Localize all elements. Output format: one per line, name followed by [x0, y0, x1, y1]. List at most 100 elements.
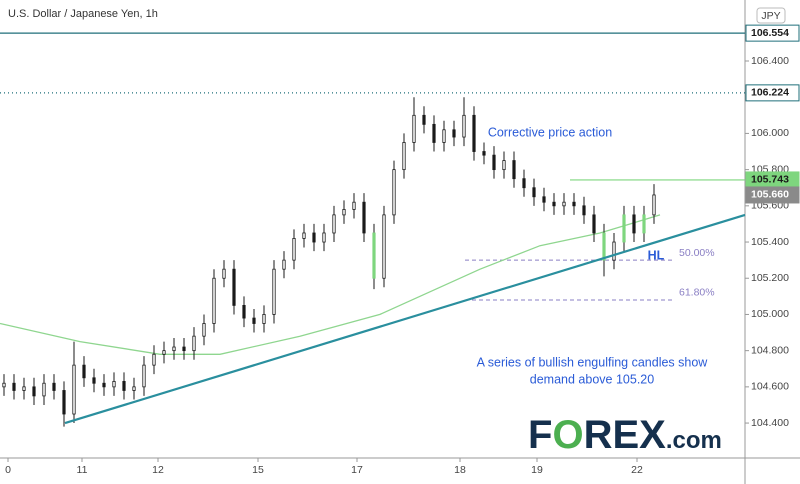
y-tick-label: 104.400: [751, 417, 789, 429]
x-tick-label: 12: [152, 464, 164, 476]
candle-body: [492, 154, 496, 171]
price-label: 106.224: [751, 87, 789, 99]
fib-label: 61.80%: [679, 287, 715, 299]
candle-body: [22, 386, 26, 391]
candle-body: [602, 232, 606, 261]
candle-body: [102, 382, 106, 388]
candle-body: [112, 381, 116, 388]
candle-body: [142, 364, 146, 388]
candle-body: [612, 241, 616, 261]
annotation: Corrective price action: [488, 125, 612, 139]
annotation: HL: [648, 248, 665, 262]
candle-body: [402, 142, 406, 171]
logo-part: REX: [584, 413, 667, 457]
candle-body: [342, 209, 346, 216]
fib-label: 50.00%: [679, 247, 715, 259]
candle-body: [12, 382, 16, 391]
logo-part: O: [552, 413, 583, 457]
y-tick-label: 105.400: [751, 236, 789, 248]
candle-body: [382, 214, 386, 279]
candle-body: [432, 123, 436, 143]
candle-body: [42, 382, 46, 397]
candle-body: [272, 268, 276, 315]
candle-body: [562, 201, 566, 207]
candle-body: [132, 386, 136, 391]
candle-body: [412, 114, 416, 143]
candle-body: [292, 238, 296, 261]
candle-body: [352, 201, 356, 210]
price-label-box: [745, 186, 800, 204]
candle-body: [592, 214, 596, 234]
candle-body: [372, 232, 376, 279]
candle-body: [522, 178, 526, 189]
x-tick-label: 22: [631, 464, 643, 476]
price-label: 106.554: [751, 27, 789, 39]
candle-body: [262, 314, 266, 324]
y-tick-label: 104.600: [751, 381, 789, 393]
logo: FOREX.com: [528, 413, 722, 457]
candle-body: [472, 114, 476, 152]
candle-body: [72, 364, 76, 415]
candle-body: [302, 232, 306, 239]
candle-body: [182, 346, 186, 352]
candle-body: [362, 201, 366, 234]
candle-body: [2, 382, 6, 388]
candle-body: [152, 353, 156, 366]
candle-body: [542, 196, 546, 203]
candle-body: [322, 232, 326, 243]
candle-body: [32, 386, 36, 397]
candle-body: [92, 377, 96, 384]
candle-body: [212, 277, 216, 324]
candle-body: [622, 214, 626, 243]
candle-body: [62, 390, 66, 415]
candle-body: [442, 129, 446, 143]
candle-body: [502, 160, 506, 171]
x-tick-label: 11: [77, 464, 88, 476]
candle-body: [222, 268, 226, 279]
moving-average: [0, 214, 661, 355]
candle-body: [282, 259, 286, 270]
candle-body: [82, 364, 86, 379]
logo-part: .com: [666, 427, 722, 454]
candle-body: [332, 214, 336, 234]
candle-body: [312, 232, 316, 243]
x-tick-label: 15: [252, 464, 264, 476]
annotation: demand above 105.20: [530, 372, 654, 386]
candle-body: [572, 201, 576, 207]
candle-body: [552, 201, 556, 207]
x-tick-label: 0: [5, 464, 11, 476]
candle-body: [192, 335, 196, 352]
candle-body: [422, 114, 426, 125]
chart-title: U.S. Dollar / Japanese Yen, 1h: [8, 8, 158, 20]
price-label: 105.660: [751, 189, 789, 201]
y-tick-label: 106.000: [751, 127, 789, 139]
candle-body: [202, 323, 206, 337]
currency: JPY: [761, 10, 780, 22]
candle-body: [252, 317, 256, 324]
y-tick-label: 104.800: [751, 344, 789, 356]
y-tick-label: 105.000: [751, 308, 789, 320]
candle-body: [512, 160, 516, 180]
candle-body: [232, 268, 236, 306]
candle-body: [122, 381, 126, 391]
y-tick-label: 105.200: [751, 272, 789, 284]
candle-body: [452, 129, 456, 138]
annotation: A series of bullish engulfing candles sh…: [477, 355, 709, 369]
candle-body: [172, 346, 176, 352]
trendline: [64, 213, 746, 425]
candle-body: [652, 194, 656, 216]
candle-body: [482, 151, 486, 156]
y-tick-label: 106.400: [751, 55, 789, 67]
x-tick-label: 19: [531, 464, 543, 476]
x-tick-label: 17: [351, 464, 363, 476]
candle-body: [392, 169, 396, 216]
price-label-box: [745, 84, 800, 102]
currency-box: [756, 7, 786, 24]
candle-body: [582, 205, 586, 216]
candle-body: [642, 214, 646, 234]
candle-body: [532, 187, 536, 198]
candle-body: [632, 214, 636, 234]
